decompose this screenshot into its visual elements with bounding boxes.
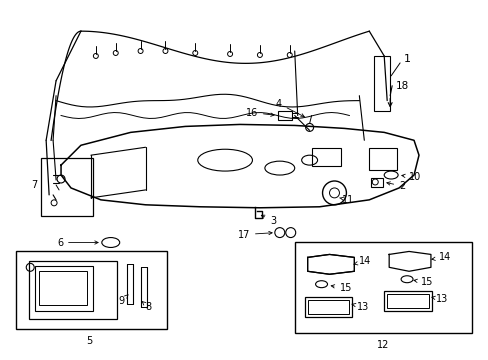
Text: 13: 13: [431, 294, 447, 304]
Text: 15: 15: [413, 277, 432, 287]
Text: 6: 6: [57, 238, 98, 248]
Bar: [35, 266, 93, 311]
Bar: [311, 148, 341, 166]
Text: 13: 13: [351, 302, 369, 312]
Bar: [384, 291, 431, 311]
Bar: [307, 300, 349, 314]
Text: 16: 16: [245, 108, 274, 117]
Text: 5: 5: [85, 336, 92, 346]
Text: 18: 18: [395, 81, 408, 91]
Text: 7: 7: [31, 180, 38, 190]
Text: 2: 2: [386, 181, 405, 191]
Bar: [16, 251, 167, 329]
Text: 10: 10: [401, 172, 421, 182]
Bar: [386, 294, 428, 308]
Text: 9: 9: [119, 295, 128, 306]
Bar: [41, 158, 93, 216]
Bar: [294, 242, 471, 333]
Text: 14: 14: [353, 256, 371, 266]
Bar: [370, 178, 383, 187]
Bar: [368, 148, 396, 170]
Bar: [373, 56, 389, 111]
Text: 11: 11: [339, 195, 354, 205]
Bar: [39, 271, 87, 305]
Bar: [29, 261, 117, 319]
Text: 4: 4: [275, 99, 304, 117]
Text: 15: 15: [330, 283, 351, 293]
Text: 12: 12: [376, 340, 388, 350]
Text: 8: 8: [142, 302, 151, 312]
Bar: [277, 111, 291, 121]
Text: 3: 3: [261, 215, 275, 226]
Text: 1: 1: [403, 54, 410, 64]
Text: 17: 17: [237, 230, 271, 239]
Bar: [304, 297, 352, 317]
Text: 14: 14: [431, 252, 450, 262]
